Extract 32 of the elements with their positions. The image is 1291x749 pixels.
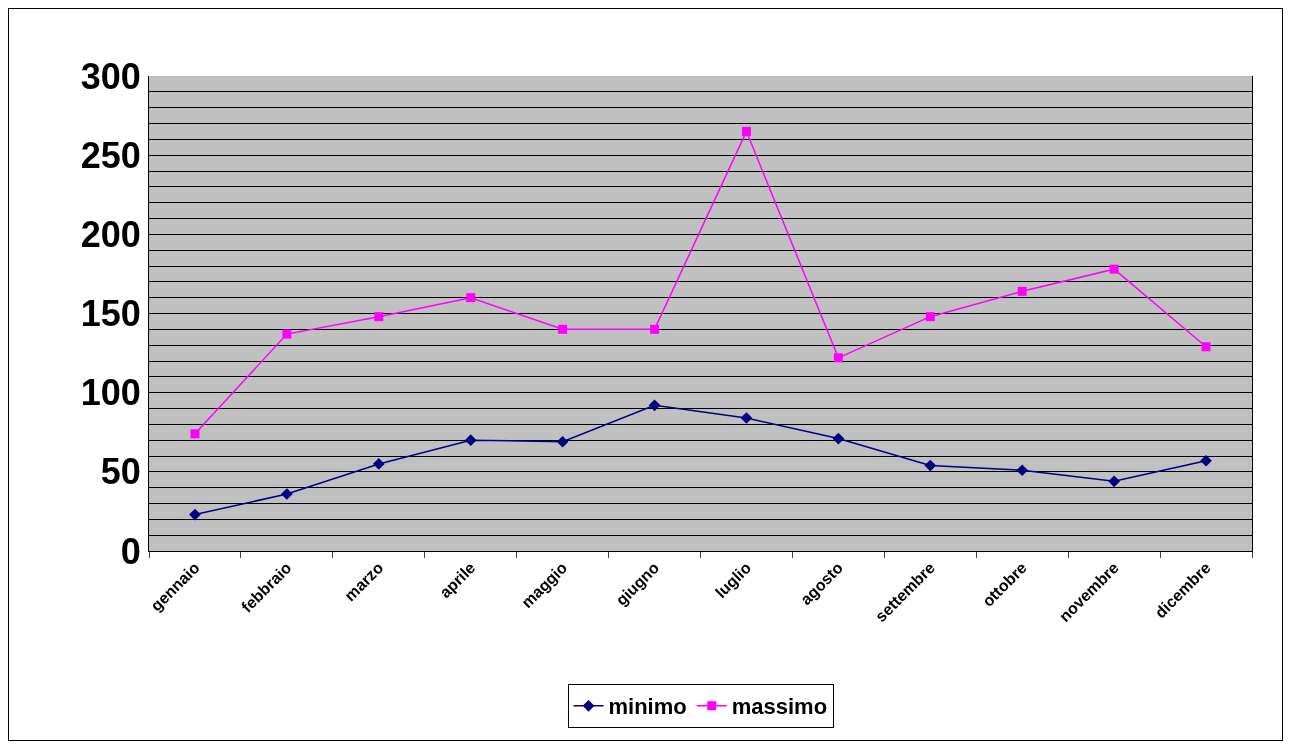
y-tick-label: 150 <box>80 293 141 335</box>
point <box>1017 286 1027 296</box>
point <box>374 312 384 322</box>
point <box>1109 264 1119 274</box>
point <box>558 324 568 334</box>
y-tick-label: 50 <box>100 451 141 493</box>
legend-label: minimo <box>608 694 687 720</box>
point <box>466 293 476 303</box>
point <box>190 429 200 439</box>
y-tick-label: 100 <box>80 372 141 414</box>
point <box>1016 464 1029 477</box>
y-tick-label: 250 <box>80 134 141 176</box>
point <box>740 412 753 424</box>
point <box>648 399 661 412</box>
y-tick-label: 200 <box>80 213 141 255</box>
point <box>1108 475 1120 488</box>
point <box>189 508 201 521</box>
point <box>833 353 843 363</box>
point <box>1200 454 1212 467</box>
point <box>924 459 937 472</box>
point <box>925 312 935 322</box>
point <box>741 126 751 136</box>
legend-label: massimo <box>731 694 828 720</box>
point <box>556 435 569 448</box>
point <box>464 434 477 447</box>
point <box>650 324 660 334</box>
y-tick-label: 300 <box>80 55 141 97</box>
y-tick-label: 0 <box>120 530 141 572</box>
point <box>1201 342 1211 352</box>
point <box>832 432 845 445</box>
point <box>282 329 292 339</box>
point <box>372 458 385 470</box>
